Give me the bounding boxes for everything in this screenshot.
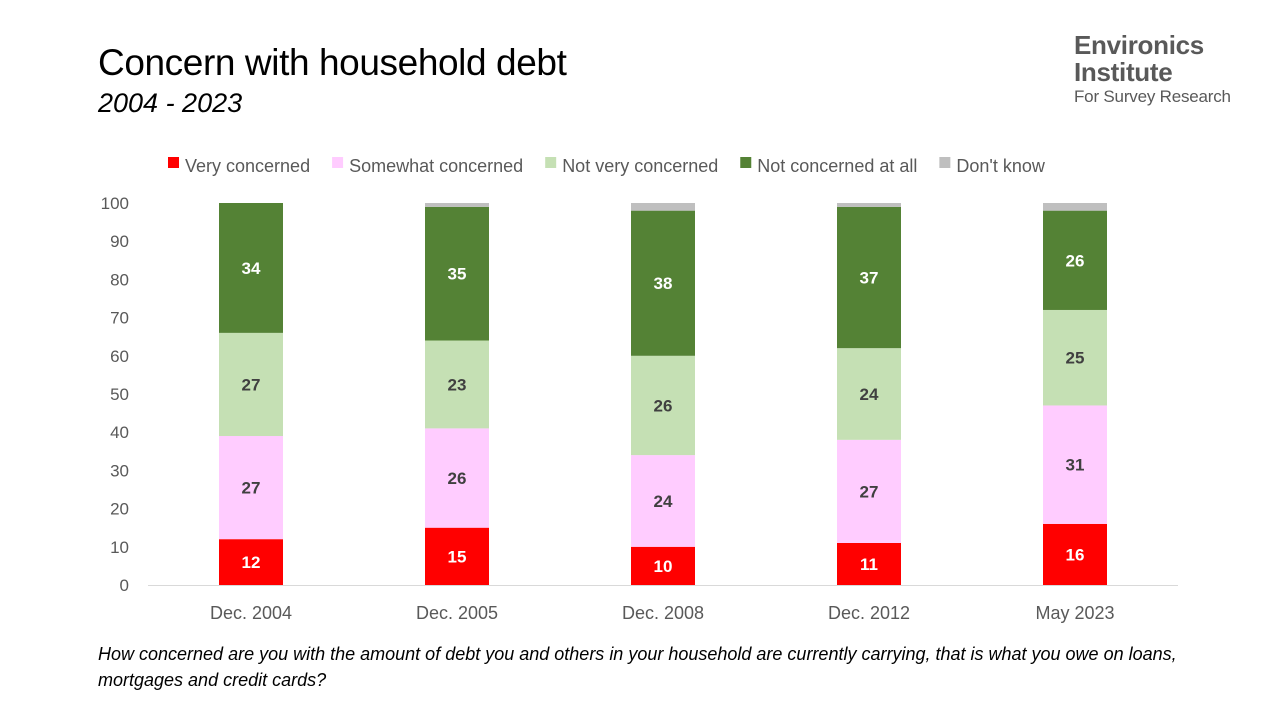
legend-swatch — [168, 157, 179, 168]
y-tick-label: 40 — [110, 423, 129, 442]
data-label: 26 — [448, 469, 467, 488]
y-tick-label: 70 — [110, 309, 129, 328]
data-label: 34 — [242, 259, 261, 278]
y-tick-label: 20 — [110, 500, 129, 519]
y-tick-label: 10 — [110, 538, 129, 557]
legend-label: Not very concerned — [562, 156, 718, 176]
logo-line-2: Institute — [1074, 57, 1173, 87]
bar-segment — [837, 348, 901, 440]
survey-question: How concerned are you with the amount of… — [98, 644, 1177, 690]
logo-line-1: Environics — [1074, 30, 1204, 60]
bar-segment — [837, 439, 901, 543]
bar-segment — [1043, 309, 1107, 406]
bar-segment — [837, 203, 901, 207]
data-label: 27 — [242, 375, 261, 394]
legend-swatch — [545, 157, 557, 168]
x-tick-label: Dec. 2005 — [416, 603, 498, 623]
chart-subtitle: 2004 - 2023 — [98, 88, 243, 118]
bar-segment — [631, 546, 695, 585]
data-label: 25 — [1066, 349, 1085, 368]
legend-label: Not concerned at all — [757, 156, 917, 176]
bar-segment — [425, 206, 489, 341]
bar-segment — [837, 206, 901, 349]
legend-label: Somewhat concerned — [349, 156, 523, 176]
data-label: 24 — [860, 385, 879, 404]
legend-swatch — [740, 157, 752, 168]
y-tick-label: 100 — [101, 194, 129, 213]
y-tick-label: 0 — [120, 576, 129, 595]
legend-swatch — [332, 157, 344, 168]
data-label: 11 — [860, 555, 878, 574]
data-label: 26 — [1066, 251, 1085, 270]
legend-label: Don't know — [956, 156, 1045, 176]
data-label: 35 — [448, 265, 467, 284]
bar-segment — [631, 455, 695, 547]
bar-segment — [219, 203, 283, 333]
x-tick-label: Dec. 2004 — [210, 603, 292, 623]
bar-segment — [837, 542, 901, 585]
x-tick-label: May 2023 — [1035, 603, 1114, 623]
data-label: 26 — [654, 396, 673, 415]
y-tick-label: 50 — [110, 385, 129, 404]
data-label: 16 — [1066, 545, 1085, 564]
logo-line-3: For Survey Research — [1074, 87, 1231, 106]
bar-segment — [425, 203, 489, 207]
institute-logo: Environics Institute For Survey Research — [1074, 32, 1231, 108]
data-label: 24 — [654, 492, 673, 511]
x-tick-label: Dec. 2012 — [828, 603, 910, 623]
data-label: 10 — [654, 557, 673, 576]
data-label: 31 — [1066, 456, 1085, 475]
y-tick-label: 80 — [110, 270, 129, 289]
bar-segment — [219, 539, 283, 585]
data-label: 27 — [242, 479, 261, 498]
bar-segment — [1043, 203, 1107, 211]
bar-segment — [425, 428, 489, 528]
bar-segment — [219, 332, 283, 437]
chart-title: Concern with household debt — [98, 42, 567, 83]
bar-segment — [1043, 405, 1107, 524]
bar-segment — [425, 340, 489, 429]
x-tick-label: Dec. 2008 — [622, 603, 704, 623]
bar-segment — [631, 355, 695, 456]
bar-segment — [631, 210, 695, 356]
data-label: 15 — [448, 547, 467, 566]
data-label: 37 — [860, 268, 879, 287]
bar-segment — [1043, 210, 1107, 310]
y-tick-label: 90 — [110, 232, 129, 251]
legend-label: Very concerned — [185, 156, 310, 176]
legend-swatch — [939, 157, 951, 168]
y-tick-label: 60 — [110, 347, 129, 366]
data-label: 27 — [860, 482, 879, 501]
data-label: 12 — [242, 553, 261, 572]
bar-segment — [1043, 523, 1107, 585]
bar-segment — [219, 436, 283, 540]
bar-segment — [631, 203, 695, 211]
data-label: 38 — [654, 274, 673, 293]
bar-segment — [425, 527, 489, 585]
y-tick-label: 30 — [110, 461, 129, 480]
data-label: 23 — [448, 375, 467, 394]
